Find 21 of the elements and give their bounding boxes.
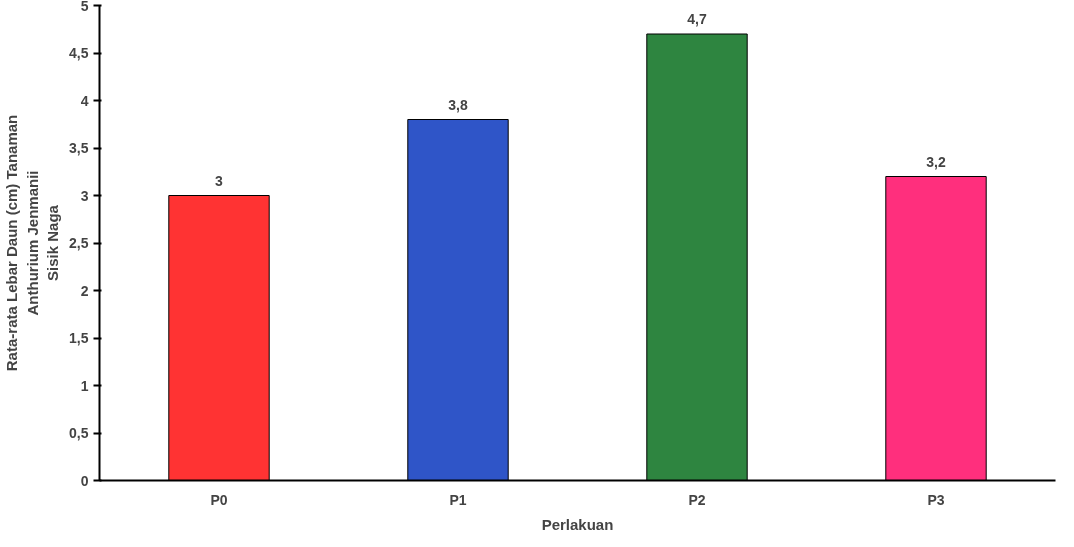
y-axis-title: Rata-rata Lebar Daun (cm) Tanaman Anthurium Jenmanii Sisik Naga [3, 114, 62, 372]
y-tick-label: 5 [80, 0, 89, 14]
x-tick-label: P1 [449, 491, 467, 508]
y-tick-label: 4,5 [69, 45, 89, 61]
data-label: 3 [215, 172, 224, 189]
x-tick-label: P0 [210, 491, 228, 508]
y-tick-label: 0,5 [69, 425, 89, 441]
y-tick-label: 4 [80, 92, 89, 109]
x-axis-title: Perlakuan [541, 515, 614, 533]
y-tick-label: 1 [80, 377, 89, 394]
data-label: 4,7 [687, 11, 707, 27]
y-tick-label: 3 [80, 187, 89, 204]
y-tick-label: 2,5 [69, 235, 89, 251]
y-tick-label: 1,5 [69, 330, 89, 346]
data-label: 3,8 [448, 96, 468, 113]
y-tick-label: 0 [80, 472, 89, 489]
y-tick-label: 2 [80, 282, 89, 299]
y-tick-label: 3,5 [69, 140, 89, 156]
x-tick-label: P3 [927, 491, 945, 508]
x-tick-label: P2 [688, 491, 706, 508]
data-label: 3,2 [926, 153, 946, 170]
